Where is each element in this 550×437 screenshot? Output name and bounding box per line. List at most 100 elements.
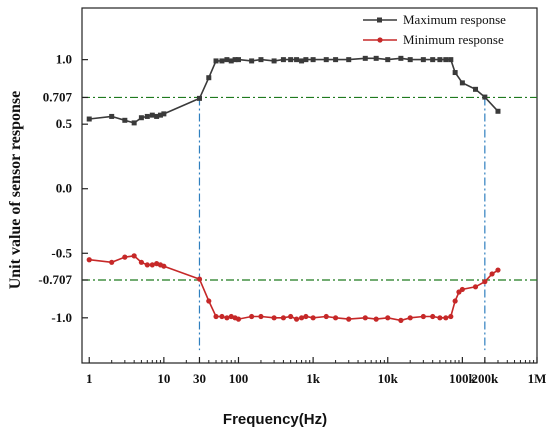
- data-point: [437, 57, 443, 63]
- data-point: [161, 263, 167, 269]
- y-tick-label: -0.5: [51, 245, 72, 260]
- data-point: [131, 120, 137, 126]
- data-point: [258, 57, 264, 63]
- data-point: [495, 108, 501, 114]
- data-point: [206, 298, 212, 304]
- data-point: [109, 259, 115, 265]
- data-point: [407, 57, 413, 63]
- data-point: [271, 58, 277, 64]
- series-group: [86, 55, 501, 323]
- x-tick-label: 10: [157, 371, 170, 386]
- data-point: [385, 315, 391, 321]
- data-point: [149, 262, 155, 268]
- y-tick-label: 0.707: [43, 89, 73, 104]
- data-point: [362, 55, 368, 61]
- data-point: [224, 315, 230, 321]
- data-point: [144, 262, 150, 268]
- data-point: [443, 57, 449, 63]
- data-point: [362, 315, 368, 321]
- data-point: [459, 286, 465, 293]
- legend: Maximum response Minimum response: [363, 12, 506, 47]
- data-point: [109, 113, 115, 119]
- data-point: [385, 57, 391, 63]
- legend-label: Minimum response: [403, 32, 504, 47]
- data-point: [303, 57, 309, 63]
- data-point: [430, 57, 436, 63]
- data-point: [437, 315, 443, 321]
- data-point: [228, 58, 234, 64]
- data-point: [443, 315, 449, 321]
- x-tick-label: 1: [86, 371, 93, 386]
- x-tick-label: 1k: [306, 371, 321, 386]
- data-point: [161, 111, 167, 117]
- data-point: [213, 58, 219, 64]
- data-point: [310, 315, 316, 321]
- data-point: [473, 86, 479, 92]
- data-point: [489, 271, 495, 277]
- data-point: [122, 117, 128, 123]
- data-point: [294, 57, 300, 63]
- data-point: [232, 57, 238, 63]
- legend-marker: [377, 17, 382, 23]
- data-point: [219, 313, 225, 320]
- x-tick-label: 100k: [449, 371, 477, 386]
- data-point: [310, 57, 316, 63]
- data-point: [482, 94, 488, 100]
- data-point: [323, 313, 329, 320]
- data-point: [280, 315, 287, 321]
- data-point: [224, 57, 230, 63]
- data-point: [206, 75, 212, 81]
- x-tick-label: 10k: [378, 371, 399, 386]
- data-point: [86, 116, 92, 122]
- y-axis-label: Unit value of sensor response: [7, 91, 24, 290]
- data-point: [333, 57, 339, 63]
- data-point: [346, 57, 352, 63]
- data-point: [258, 313, 264, 320]
- data-point: [157, 112, 163, 118]
- plot-frame: [81, 7, 538, 364]
- legend-marker: [377, 37, 383, 43]
- data-point: [235, 316, 242, 322]
- data-point: [144, 113, 150, 119]
- data-point: [430, 313, 436, 320]
- data-point: [303, 313, 309, 320]
- data-point: [122, 254, 128, 260]
- data-point: [293, 316, 300, 322]
- y-tick-label: -0.707: [38, 272, 72, 287]
- data-point: [452, 298, 458, 304]
- data-point: [299, 58, 305, 64]
- data-point: [138, 115, 144, 121]
- data-point: [373, 316, 379, 322]
- data-point: [280, 57, 286, 63]
- data-point: [298, 315, 305, 321]
- data-point: [196, 276, 203, 282]
- data-point: [288, 313, 294, 320]
- data-point: [495, 267, 501, 273]
- data-point: [398, 55, 404, 61]
- data-point: [138, 259, 144, 265]
- data-point: [249, 58, 255, 64]
- data-point: [154, 113, 160, 119]
- data-point: [86, 257, 92, 263]
- x-axis-label: Frequency(Hz): [223, 411, 327, 428]
- data-point: [131, 253, 137, 259]
- data-point: [373, 55, 379, 61]
- data-point: [219, 58, 225, 64]
- data-point: [482, 279, 488, 285]
- data-point: [332, 315, 339, 321]
- y-tick-label: -1.0: [51, 310, 72, 325]
- data-point: [346, 316, 352, 322]
- x-tick-label: 200k: [471, 371, 499, 386]
- x-tick-label: 100: [229, 371, 249, 386]
- data-point: [407, 315, 413, 321]
- data-point: [452, 70, 458, 76]
- y-tick-label: 1.0: [56, 52, 72, 67]
- data-point: [271, 315, 277, 321]
- data-point: [196, 95, 202, 101]
- data-point: [288, 57, 294, 63]
- data-point: [323, 57, 329, 63]
- data-point: [420, 313, 426, 320]
- y-tick-label: 0.0: [56, 181, 72, 196]
